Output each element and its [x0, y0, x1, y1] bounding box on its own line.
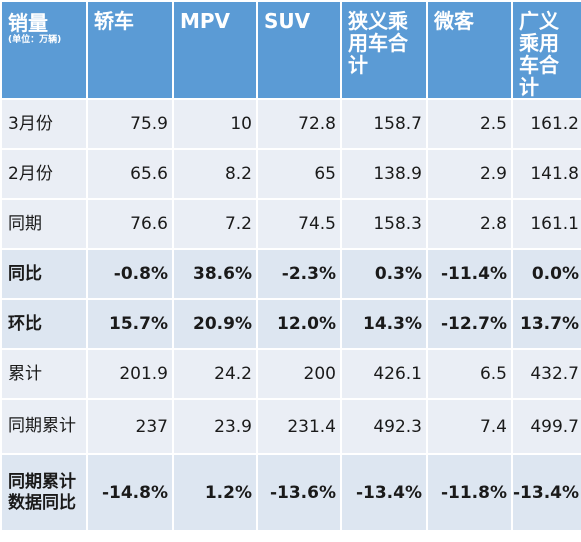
corner-title: 销量	[8, 11, 48, 35]
cell-sedan: 201.9	[88, 350, 172, 398]
row-label: 同期	[2, 200, 86, 248]
cell-sedan: 237	[88, 400, 172, 453]
row-label: 同期累计	[2, 400, 86, 453]
cell-sedan: 75.9	[88, 100, 172, 148]
table-row: 同期 76.6 7.2 74.5 158.3 2.8 161.1	[2, 200, 581, 248]
row-label: 累计	[2, 350, 86, 398]
cell-mpv: 23.9	[174, 400, 256, 453]
cell-sedan: -0.8%	[88, 250, 172, 298]
cell-minivan: 2.9	[428, 150, 511, 198]
cell-narrow_total: 14.3%	[342, 300, 426, 348]
cell-suv: 74.5	[258, 200, 340, 248]
cell-mpv: 20.9%	[174, 300, 256, 348]
column-header-sedan: 轿车	[88, 2, 172, 98]
cell-suv: 65	[258, 150, 340, 198]
cell-broad_total: 141.8	[513, 150, 581, 198]
table-row: 累计 201.9 24.2 200 426.1 6.5 432.7	[2, 350, 581, 398]
column-header-broad-total: 广义乘用车合计	[513, 2, 581, 98]
cell-mpv: 24.2	[174, 350, 256, 398]
cell-mpv: 38.6%	[174, 250, 256, 298]
table-row: 2月份 65.6 8.2 65 138.9 2.9 141.8	[2, 150, 581, 198]
cell-suv: -13.6%	[258, 455, 340, 530]
cell-sedan: 15.7%	[88, 300, 172, 348]
corner-header: 销量 (单位：万辆)	[2, 2, 86, 98]
cell-narrow_total: 158.7	[342, 100, 426, 148]
cell-narrow_total: 0.3%	[342, 250, 426, 298]
cell-minivan: -12.7%	[428, 300, 511, 348]
cell-sedan: -14.8%	[88, 455, 172, 530]
cell-broad_total: -13.4%	[513, 455, 581, 530]
column-header-minivan: 微客	[428, 2, 511, 98]
row-label: 2月份	[2, 150, 86, 198]
cell-suv: 72.8	[258, 100, 340, 148]
cell-minivan: -11.8%	[428, 455, 511, 530]
cell-narrow_total: 158.3	[342, 200, 426, 248]
cell-narrow_total: 492.3	[342, 400, 426, 453]
cell-broad_total: 161.1	[513, 200, 581, 248]
table-body: 3月份 75.9 10 72.8 158.7 2.5 161.2 2月份 65.6 8.2 65 13…	[2, 100, 581, 530]
cell-narrow_total: -13.4%	[342, 455, 426, 530]
table-row: 环比 15.7% 20.9% 12.0% 14.3% -12.7% 13.7%	[2, 300, 581, 348]
cell-minivan: 7.4	[428, 400, 511, 453]
cell-broad_total: 161.2	[513, 100, 581, 148]
table-row: 同比 -0.8% 38.6% -2.3% 0.3% -11.4% 0.0%	[2, 250, 581, 298]
table-row: 3月份 75.9 10 72.8 158.7 2.5 161.2	[2, 100, 581, 148]
cell-broad_total: 13.7%	[513, 300, 581, 348]
cell-mpv: 7.2	[174, 200, 256, 248]
table-row: 同期累计 237 23.9 231.4 492.3 7.4 499.7	[2, 400, 581, 453]
cell-suv: 231.4	[258, 400, 340, 453]
column-header-mpv: MPV	[174, 2, 256, 98]
cell-mpv: 10	[174, 100, 256, 148]
cell-suv: -2.3%	[258, 250, 340, 298]
corner-unit: (单位：万辆)	[8, 35, 62, 45]
cell-suv: 200	[258, 350, 340, 398]
cell-mpv: 8.2	[174, 150, 256, 198]
cell-minivan: 2.8	[428, 200, 511, 248]
table-row: 同期累计数据同比 -14.8% 1.2% -13.6% -13.4% -11.8% -13.…	[2, 455, 581, 530]
cell-broad_total: 0.0%	[513, 250, 581, 298]
row-label: 同比	[2, 250, 86, 298]
cell-minivan: -11.4%	[428, 250, 511, 298]
row-label: 环比	[2, 300, 86, 348]
cell-narrow_total: 138.9	[342, 150, 426, 198]
row-label: 3月份	[2, 100, 86, 148]
cell-minivan: 6.5	[428, 350, 511, 398]
cell-broad_total: 432.7	[513, 350, 581, 398]
header-row: 销量 (单位：万辆) 轿车 MPV SUV 狭义乘用车合计 微客 广义乘用车合计	[2, 2, 581, 98]
cell-broad_total: 499.7	[513, 400, 581, 453]
cell-suv: 12.0%	[258, 300, 340, 348]
cell-mpv: 1.2%	[174, 455, 256, 530]
cell-minivan: 2.5	[428, 100, 511, 148]
column-header-narrow-total: 狭义乘用车合计	[342, 2, 426, 98]
row-label: 同期累计数据同比	[2, 455, 86, 530]
cell-sedan: 76.6	[88, 200, 172, 248]
column-header-suv: SUV	[258, 2, 340, 98]
cell-narrow_total: 426.1	[342, 350, 426, 398]
cell-sedan: 65.6	[88, 150, 172, 198]
